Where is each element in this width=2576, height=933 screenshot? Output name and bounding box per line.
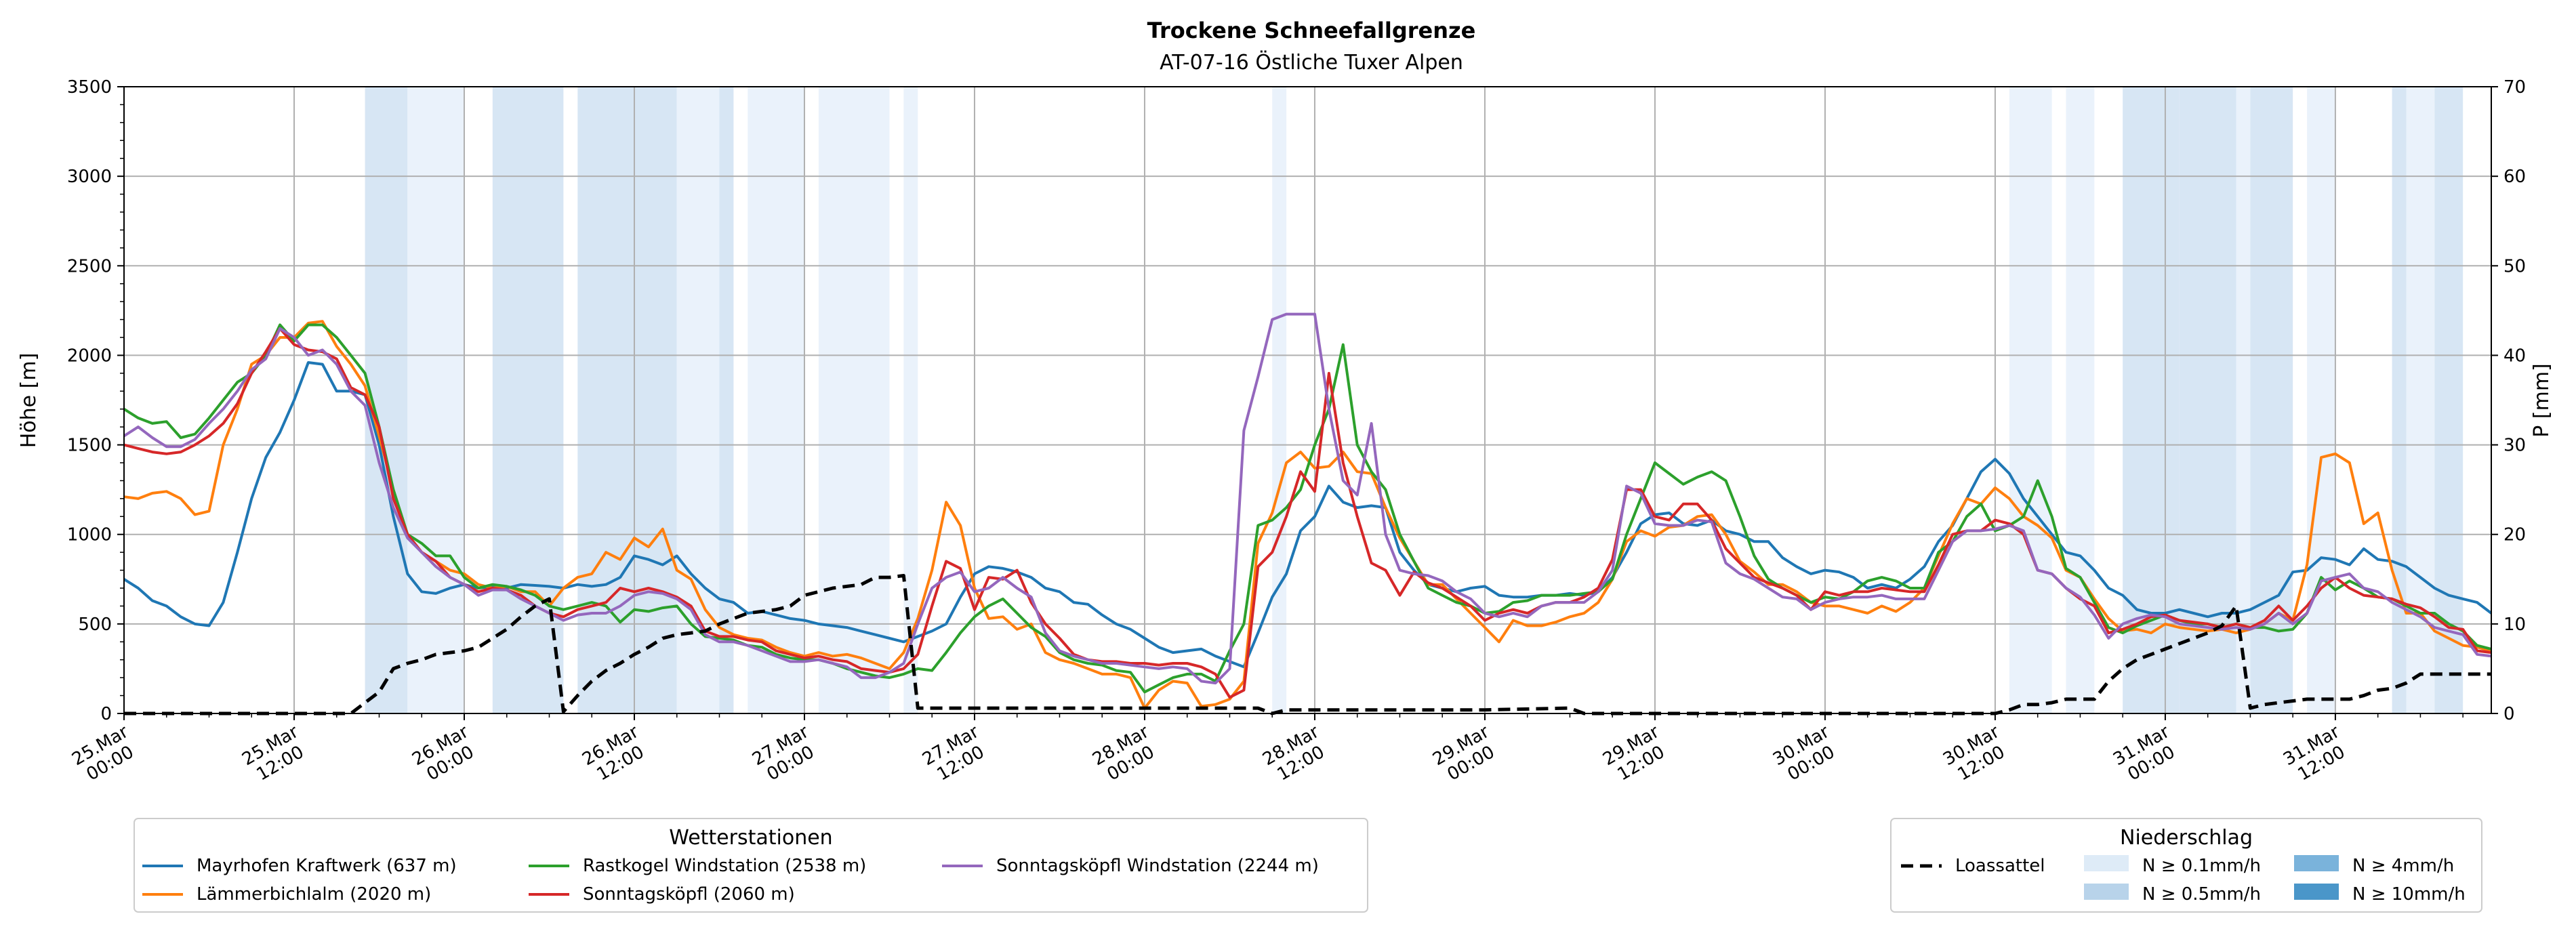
y-left-tick-label-3: 1500 (67, 436, 112, 456)
precip-band-4 (676, 87, 720, 713)
legend-stations-box (134, 818, 1368, 913)
precip-band-8 (903, 87, 918, 713)
legend-stations-label-0: Mayrhofen Kraftwerk (637 m) (197, 856, 457, 876)
y-axis-left-label: Höhe [m] (17, 353, 41, 449)
plot-frame (123, 86, 2492, 714)
legend-precip-line-label: Loassattel (1955, 856, 2045, 876)
precip-band-2 (492, 87, 564, 713)
legend-precip-swatch-1 (2084, 884, 2129, 900)
chart-title: Trockene Schneefallgrenze (1147, 18, 1476, 43)
precip-band-9 (1272, 87, 1287, 713)
y-right-tick-label-2: 20 (2503, 525, 2526, 545)
legend-precip-swatch-3 (2294, 884, 2339, 900)
y-right-tick-label-1: 10 (2503, 615, 2526, 635)
legend-precip-swatch-2 (2294, 855, 2339, 871)
precip-band-12 (2123, 87, 2180, 713)
y-left-tick-label-0: 0 (100, 704, 112, 724)
series-line-5 (124, 574, 2491, 716)
precip-band-15 (2250, 87, 2293, 713)
y-right-tick-label-6: 60 (2503, 167, 2526, 187)
series-line-2 (123, 323, 2492, 694)
precip-band-17 (2392, 87, 2407, 713)
legend-precip-label-2: N ≥ 4mm/h (2352, 856, 2454, 876)
series-line-1 (123, 320, 2492, 710)
precip-band-16 (2307, 87, 2335, 713)
y-left-tick-label-6: 3000 (67, 167, 112, 187)
legend-precip-label-0: N ≥ 0.1mm/h (2142, 856, 2261, 876)
legend-stations-label-2: Rastkogel Windstation (2538 m) (583, 856, 866, 876)
series-line-4 (123, 312, 2492, 685)
precipitation-bands (365, 87, 2463, 713)
legend-precipitation: Niederschlag Loassattel N ≥ 0.1mm/h N ≥ 0.5… (1890, 818, 2482, 913)
precip-band-10 (2009, 87, 2052, 713)
y-left-tick-label-1: 500 (78, 615, 112, 635)
precip-band-7 (818, 87, 890, 713)
y-left-tick-label-7: 3500 (67, 77, 112, 98)
precip-band-13 (2179, 87, 2236, 713)
series-line-3 (123, 327, 2492, 699)
precip-band-5 (719, 87, 734, 713)
y-right-tick-label-5: 50 (2503, 256, 2526, 276)
y-right-tick-label-3: 30 (2503, 436, 2526, 456)
chart-subtitle: AT-07-16 Östliche Tuxer Alpen (1160, 50, 1463, 75)
y-left-tick-label-5: 2500 (67, 256, 112, 276)
legend-stations-label-4: Sonntagsköpfl Windstation (2244 m) (996, 856, 1319, 876)
series-line-0 (123, 361, 2493, 669)
y-left-tick-label-2: 1000 (67, 525, 112, 545)
precip-band-18 (2406, 87, 2435, 713)
legend-stations-label-3: Sonntagsköpfl (2060 m) (583, 884, 795, 905)
precip-band-3 (577, 87, 677, 713)
y-right-tick-label-4: 40 (2503, 346, 2526, 366)
precip-band-1 (407, 87, 464, 713)
legend-stations: Wetterstationen Mayrhofen Kraftwerk (637 … (134, 818, 1368, 913)
legend-precip-label-3: N ≥ 10mm/h (2352, 884, 2466, 905)
precip-band-11 (2066, 87, 2095, 713)
y-axis-right-label: P [mm] (2530, 363, 2554, 437)
legend-precip-title: Niederschlag (2120, 826, 2253, 850)
legend-precip-swatch-0 (2084, 855, 2129, 871)
y-right-tick-label-0: 0 (2503, 704, 2515, 724)
legend-stations-label-1: Lämmerbichlalm (2020 m) (197, 884, 431, 905)
legend-stations-title: Wetterstationen (669, 826, 832, 850)
y-left-tick-label-4: 2000 (67, 346, 112, 366)
precip-band-14 (2236, 87, 2251, 713)
legend-precip-label-1: N ≥ 0.5mm/h (2142, 884, 2261, 905)
precip-band-19 (2434, 87, 2463, 713)
y-right-tick-label-7: 70 (2503, 77, 2526, 98)
series-lines (123, 312, 2493, 716)
